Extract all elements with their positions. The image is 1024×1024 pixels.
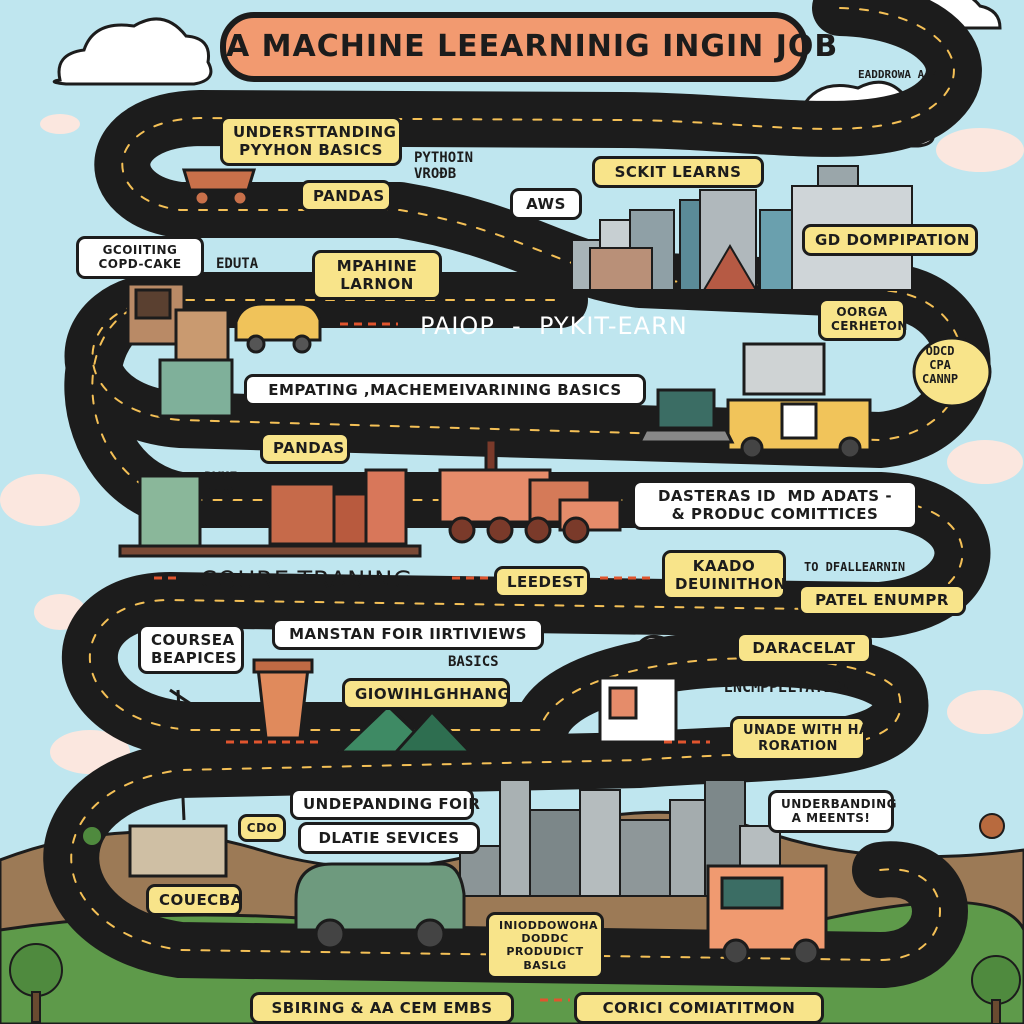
milestone-scikit-learns: SCKIT LEARNS bbox=[592, 156, 764, 188]
milestone-dlatie-services: DLATIE SEVICES bbox=[298, 822, 480, 854]
milestone-kaado: KAADO DEUINITHON bbox=[662, 550, 786, 600]
to-dfallearnin-note: TO DFALLEARNIN bbox=[804, 560, 906, 574]
tree-icon bbox=[9, 813, 1021, 1024]
encmppeltation-note: ENCMPPELTATION bbox=[724, 678, 851, 696]
milestone-patel-enumpr: PATEL ENUMPR bbox=[798, 584, 966, 616]
coffee-cup-icon bbox=[252, 658, 314, 740]
sign-cdo: CDO bbox=[238, 814, 286, 843]
milestone-daracelat: DARACELAT bbox=[736, 632, 872, 664]
bus-icon bbox=[706, 864, 828, 966]
laptop-icon bbox=[637, 388, 735, 444]
milestone-empating: EMPATING ,MACHEMEIVARINING BASICS bbox=[244, 374, 646, 406]
tent-icon bbox=[336, 703, 474, 754]
pyml-note: PYMI (ᵔ6) bbox=[204, 470, 238, 502]
speech-bubble bbox=[912, 336, 992, 408]
milestone-aws: AWS bbox=[510, 188, 582, 220]
basics-note: BASICS bbox=[448, 654, 499, 670]
cloud-icon bbox=[52, 17, 213, 86]
milestone-pandas-mid: PANDAS bbox=[260, 432, 350, 464]
cart-icon bbox=[181, 168, 257, 207]
milestone-giowihlghhang: GIOWIHLGHHANG bbox=[342, 678, 510, 710]
milestone-undepanding: UNDEPANDING FOIR bbox=[290, 788, 480, 820]
corner-note: EADDROWA A A bbox=[858, 68, 938, 81]
road-label-paiop-pykit: PAIOP - PYKIT-EARN bbox=[420, 312, 688, 340]
milestone-gcoditing: GCOIITING COPD-CAKE bbox=[76, 236, 204, 279]
milestone-dasteras: DASTERAS ID MD ADATS - & PRODUC COMITTIC… bbox=[632, 480, 918, 530]
cloud-icon bbox=[0, 114, 1024, 774]
milestone-oorga: OORGA CERHETON bbox=[818, 298, 907, 341]
page-title: A MACHINE LEEARNINIG INGIN JOB bbox=[220, 12, 837, 82]
python-note: PYTHOIN VROÐB bbox=[414, 150, 474, 182]
crane-icon bbox=[128, 688, 228, 878]
milestone-couecba: COUECBA bbox=[146, 884, 242, 916]
train-icon bbox=[438, 438, 622, 544]
milestone-underbanding: UNDERBANDING A MEENTS! bbox=[768, 790, 896, 833]
edutaa-note: EDUTA bbox=[216, 256, 259, 272]
cargo-wagons bbox=[118, 468, 422, 558]
milestone-coursea-bpices: COURSEA BEAPICES bbox=[138, 624, 244, 674]
milestone-pandas-top: PANDAS bbox=[300, 180, 392, 212]
milestone-understanding-python: UNDERSTTANDING PYYHON BASICS bbox=[220, 116, 402, 166]
odcd-note: ODCD CPA CANNP bbox=[922, 344, 959, 386]
truck-icon bbox=[726, 342, 872, 460]
road-label-coure-traning: COURE-TRANING bbox=[200, 566, 413, 594]
milestone-unade-roration: UNADE WITH HA RORATION bbox=[730, 716, 869, 762]
milestone-introducing: INIODDOWOHA DODDC PRODUDICT BASLG bbox=[486, 912, 604, 979]
milestone-manstan: MANSTAN FOIR IIRTIVIEWS bbox=[272, 618, 544, 650]
milestone-corici: CORICI COMIATITMON bbox=[574, 992, 824, 1024]
car-icon bbox=[234, 302, 322, 354]
van-icon bbox=[294, 862, 466, 950]
milestone-mpahine-larnon: MPAHINE LARNON bbox=[312, 250, 442, 300]
box-stack bbox=[126, 282, 234, 418]
milestone-gd-dompipation: GD DOMPIPATION bbox=[802, 224, 978, 256]
milestone-leedest: LEEDEST bbox=[494, 566, 590, 598]
book-icon bbox=[598, 676, 678, 744]
milestone-sbiring: SBIRING & AA CEM EMBS bbox=[250, 992, 514, 1024]
route-arrows bbox=[154, 322, 710, 1002]
